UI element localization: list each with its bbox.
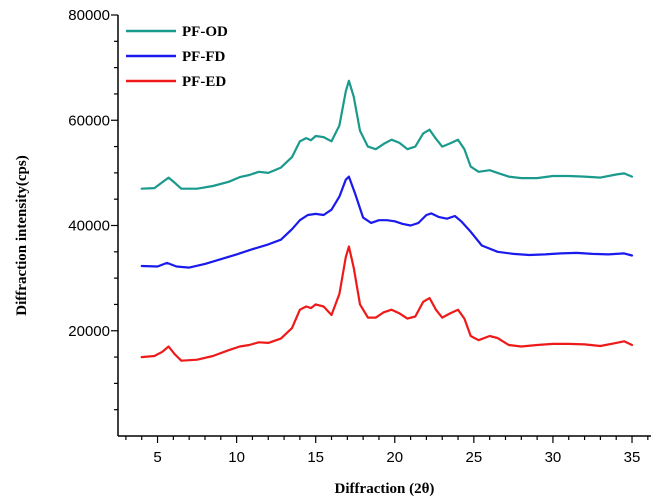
legend: PF-OD PF-FD PF-ED bbox=[126, 24, 228, 90]
series-line-pf-fd bbox=[140, 175, 634, 269]
legend-label: PF-OD bbox=[182, 24, 228, 40]
y-tick-label: 40000 bbox=[68, 218, 110, 235]
y-axis-title: Diffraction intensity(cps) bbox=[14, 155, 30, 315]
x-tick-label: 30 bbox=[545, 449, 562, 466]
y-ticks: 20000 40000 60000 80000 bbox=[68, 7, 118, 411]
x-tick-label: 15 bbox=[307, 449, 324, 466]
legend-label: PF-FD bbox=[182, 49, 225, 65]
x-tick-label: 5 bbox=[153, 449, 161, 466]
x-ticks: 5 10 15 20 25 30 35 bbox=[125, 436, 649, 466]
x-axis-title: Diffraction (2θ) bbox=[335, 481, 435, 497]
series-lines bbox=[140, 79, 634, 362]
x-tick-label: 20 bbox=[386, 449, 403, 466]
x-tick-label: 10 bbox=[228, 449, 245, 466]
x-tick-label: 25 bbox=[466, 449, 483, 466]
series-line-pf-ed bbox=[140, 245, 634, 362]
y-tick-label: 20000 bbox=[68, 323, 110, 340]
legend-label: PF-ED bbox=[182, 74, 226, 90]
y-tick-label: 60000 bbox=[68, 112, 110, 129]
x-tick-label: 35 bbox=[624, 449, 641, 466]
y-tick-label: 80000 bbox=[68, 7, 110, 24]
series-line-pf-od bbox=[140, 79, 634, 190]
